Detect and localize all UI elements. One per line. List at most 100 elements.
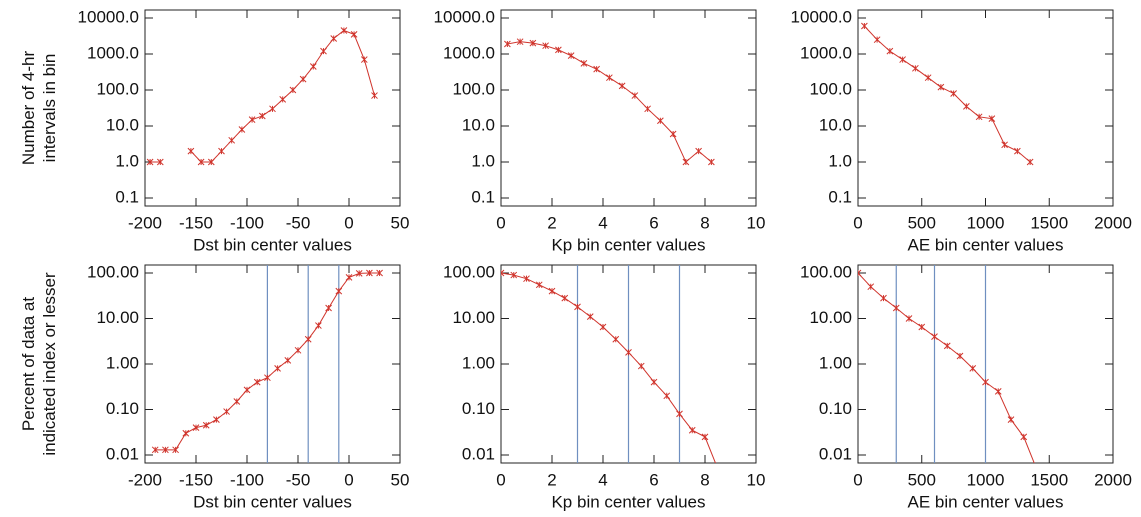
data-point (988, 115, 996, 123)
data-point (529, 39, 537, 47)
data-point (982, 378, 989, 386)
x-tick-label: 0 (853, 470, 862, 489)
data-point (905, 315, 913, 322)
data-point (248, 116, 256, 124)
data-point (294, 346, 302, 354)
y-tick-label: 1.0 (471, 151, 495, 170)
data-point (924, 74, 932, 82)
data-point (1007, 416, 1015, 423)
data-point (223, 408, 230, 415)
data-point (612, 335, 620, 343)
data-point (912, 64, 919, 72)
x-axis-label: Dst bin center values (193, 235, 352, 254)
x-tick-label: 1000 (967, 470, 1005, 489)
x-tick-label: -150 (179, 470, 213, 489)
y-tick-label: 0.10 (106, 399, 139, 418)
data-point (274, 365, 281, 372)
data-point (657, 117, 664, 125)
y-tick-label: 10.0 (462, 115, 495, 134)
y-tick-label: 10.00 (452, 308, 495, 327)
data-point (366, 269, 373, 277)
data-point (950, 90, 957, 97)
data-point (192, 424, 200, 431)
y-tick-label: 0.01 (819, 444, 852, 463)
plot-frame (144, 9, 401, 207)
data-point (182, 429, 190, 437)
data-point (238, 126, 246, 133)
data-point (555, 46, 562, 54)
y-tick-label: 1.00 (819, 353, 852, 372)
x-tick-label: -150 (179, 213, 213, 232)
y-tick-label: 100.0 (96, 79, 139, 98)
data-point (172, 446, 179, 454)
plot-area (861, 22, 1034, 166)
data-point (931, 333, 938, 340)
x-tick-label: 0 (496, 213, 505, 232)
x-tick-label: 0 (496, 470, 505, 489)
y-tick-label: 1.0 (828, 151, 852, 170)
data-point (599, 323, 607, 331)
data-point (586, 313, 594, 320)
data-point (676, 410, 683, 418)
data-point (315, 322, 322, 329)
y-tick-label: 1.0 (115, 151, 139, 170)
data-line (501, 272, 717, 463)
x-tick-label: 10 (747, 213, 766, 232)
plot-frame (500, 9, 757, 207)
data-point (574, 303, 581, 311)
plot-area (501, 265, 717, 463)
data-point (956, 352, 964, 360)
panel: 0.1 1.0 10.0 100.0 1000.0 10000.0 0 2 4 6 8 10 Kp bi… (434, 7, 766, 254)
plot-area (146, 27, 378, 166)
x-tick-label: 1000 (967, 213, 1005, 232)
data-point (1014, 147, 1021, 155)
data-point (669, 130, 677, 138)
y-tick-label: 0.01 (462, 444, 495, 463)
data-point (963, 103, 970, 110)
data-point (682, 158, 690, 166)
data-point (284, 357, 292, 364)
data-point (187, 147, 195, 155)
y-tick-label: 100.00 (443, 262, 495, 281)
data-point (943, 342, 951, 350)
x-tick-label: 1500 (1030, 213, 1068, 232)
data-line (150, 29, 375, 163)
data-point (567, 52, 575, 60)
y-tick-label: 10000.0 (791, 7, 852, 26)
data-point (861, 22, 868, 30)
data-point (975, 113, 983, 121)
data-point (880, 294, 887, 302)
x-tick-label: 1500 (1030, 470, 1068, 489)
x-tick-label: -100 (230, 470, 264, 489)
data-point (708, 158, 715, 166)
y-tick-label: 10000.0 (78, 7, 139, 26)
data-point (548, 287, 556, 295)
data-point (376, 269, 383, 277)
data-point (279, 95, 287, 103)
data-point (542, 42, 549, 50)
y-tick-label: 0.10 (819, 399, 852, 418)
y-tick-label: 10.00 (809, 308, 852, 327)
y-tick-label: 10000.0 (434, 7, 495, 26)
data-point (892, 304, 900, 312)
data-point (561, 294, 569, 302)
data-point (207, 158, 215, 166)
x-axis-label: AE bin center values (908, 492, 1064, 511)
panel: 0.01 0.10 1.00 10.00 100.00 0 500 1000 1500 2000 A… (800, 262, 1132, 511)
x-tick-label: 500 (908, 213, 936, 232)
data-point (197, 158, 205, 166)
panel: 0.1 1.0 10.0 100.0 1000.0 10000.0 -200 -150 -100… (19, 7, 409, 254)
data-point (644, 105, 651, 113)
plot-area (858, 265, 1035, 463)
data-point (335, 287, 343, 295)
plot-frame (144, 264, 401, 464)
data-point (650, 378, 658, 386)
data-point (264, 374, 271, 382)
panel: 0.01 0.10 1.00 10.00 100.00 -200 -150 -100 -50 0 5… (19, 262, 409, 511)
y-tick-label: 100.0 (809, 79, 852, 98)
x-tick-label: -50 (286, 213, 311, 232)
data-point (1020, 433, 1028, 441)
x-tick-label: -200 (128, 470, 162, 489)
data-point (886, 47, 894, 55)
data-point (625, 349, 632, 356)
